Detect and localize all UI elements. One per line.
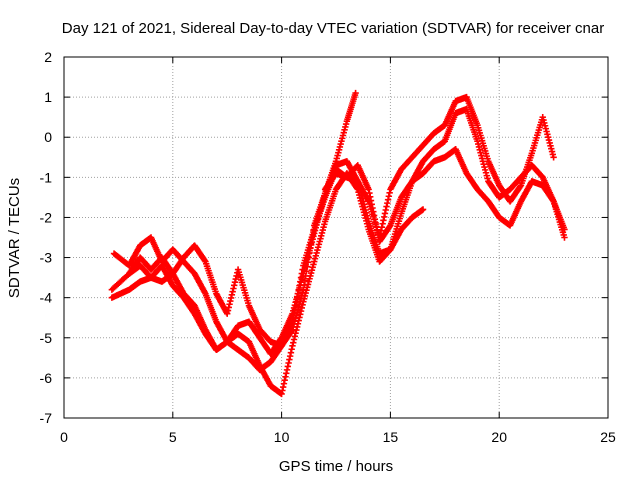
- y-axis-label: SDTVAR / TECUs: [6, 178, 23, 298]
- chart-title: Day 121 of 2021, Sidereal Day-to-day VTE…: [62, 20, 604, 37]
- x-tick-label: 10: [274, 429, 290, 445]
- data-point: [561, 234, 568, 241]
- y-tick-label: -6: [40, 370, 53, 386]
- x-tick-label: 15: [383, 429, 399, 445]
- y-tick-label: -2: [40, 209, 53, 225]
- x-tick-label: 25: [600, 429, 616, 445]
- y-tick-label: 1: [44, 89, 52, 105]
- y-tick-label: -4: [40, 290, 53, 306]
- y-tick-label: -1: [40, 169, 53, 185]
- y-tick-label: 2: [44, 49, 52, 65]
- x-tick-label: 20: [491, 429, 507, 445]
- data-point: [419, 206, 427, 213]
- x-tick-label: 0: [60, 429, 68, 445]
- data-points: [108, 89, 568, 398]
- y-tick-label: -5: [40, 330, 53, 346]
- x-axis-label: GPS time / hours: [279, 458, 393, 475]
- y-tick-label: -7: [40, 410, 53, 426]
- series-track-4: [126, 93, 557, 349]
- y-tick-label: -3: [40, 250, 53, 266]
- series-track-3: [110, 89, 359, 374]
- data-point: [550, 154, 557, 161]
- plot-frame: [63, 56, 609, 419]
- y-axis-ticks: -7 -6 -5 -4 -3 -2 -1 0 1 2: [40, 49, 608, 426]
- series-track-5: [321, 146, 568, 245]
- x-axis-ticks: 0 5 10 15 20 25: [60, 57, 616, 445]
- y-tick-label: 0: [44, 129, 52, 145]
- grid-lines: [64, 57, 608, 418]
- x-tick-label: 5: [169, 429, 177, 445]
- data-point: [352, 89, 359, 97]
